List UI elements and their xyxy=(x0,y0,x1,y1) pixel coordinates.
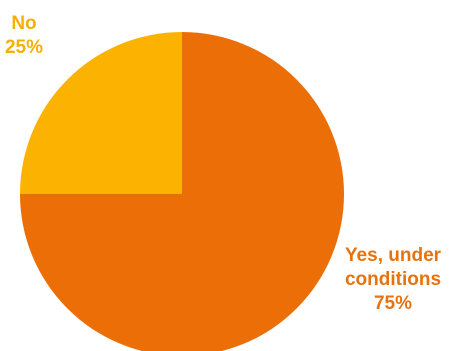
slice-label-yes-value: 75% xyxy=(373,292,413,314)
slice-label-no-name: No xyxy=(11,13,37,34)
slice-label-no: No 25% xyxy=(2,12,46,60)
slice-label-yes-name-line1: Yes, under xyxy=(344,245,442,266)
slice-label-yes-name-line2: conditions xyxy=(344,268,442,290)
pie-slice-no xyxy=(20,32,182,194)
slice-label-no-value: 25% xyxy=(4,36,44,58)
slice-label-yes: Yes, under conditions 75% xyxy=(332,244,454,315)
pie-slice-yes-under-conditions xyxy=(20,32,344,351)
